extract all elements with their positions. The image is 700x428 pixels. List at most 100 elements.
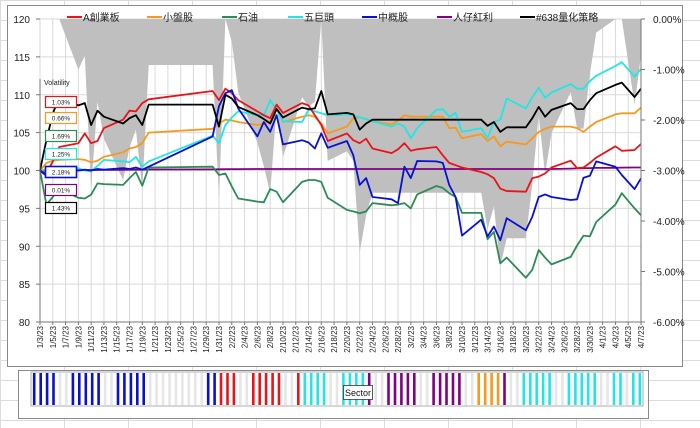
sector-bar-empty: [329, 373, 332, 405]
volatility-value-1: 0.66%: [52, 116, 71, 123]
sector-bar: [567, 373, 571, 405]
x-axis-tick-label: 4/1/23: [599, 325, 608, 348]
right-axis-tick-label: -5.00%: [653, 268, 685, 279]
sector-bar: [483, 373, 487, 405]
x-axis-tick-label: 2/20/23: [343, 325, 352, 352]
sector-label-box: [343, 385, 373, 400]
sector-bar: [322, 373, 326, 405]
volatility-value-0: 1.03%: [52, 100, 71, 107]
axes: 80 85 90 95 100 105 110 115 120 0.00% -1.00% -2.00%…: [13, 15, 684, 353]
sector-bar: [52, 373, 55, 405]
volatility-value-6: 1.43%: [52, 206, 71, 213]
sector-bar: [258, 373, 261, 405]
sector-strip[interactable]: Sector: [18, 370, 649, 419]
legend-label-1: 小盤股: [163, 11, 193, 24]
sector-bar-empty: [464, 373, 468, 405]
volatility-box-4: [44, 165, 78, 179]
x-axis-tick-label: 3/8/23: [445, 325, 454, 348]
sector-bar: [432, 373, 435, 405]
sector-bar-empty: [148, 373, 152, 405]
x-axis-tick-label: 1/23/23: [164, 325, 173, 352]
series-line-3: [39, 61, 642, 173]
x-axis-tick-label: 3/4/23: [420, 325, 429, 348]
sector-bar-empty: [187, 373, 191, 405]
sector-bar: [226, 373, 229, 405]
sector-bar: [574, 373, 577, 405]
x-axis-tick-label: 2/12/23: [292, 325, 301, 352]
sector-bar: [593, 373, 596, 405]
x-axis-tick-label: 4/7/23: [637, 325, 646, 348]
left-axis-tick-label: 85: [19, 280, 31, 291]
x-axis-tick-label: 2/18/23: [330, 325, 339, 352]
sector-bar-empty: [103, 373, 107, 405]
x-axis-tick-label: 1/3/23: [36, 325, 45, 348]
sector-bar: [477, 373, 480, 405]
x-axis-tick-label: 1/5/23: [49, 325, 58, 348]
sector-bar-empty: [380, 373, 384, 405]
sector-bar: [400, 373, 403, 405]
sector-bar: [438, 373, 442, 405]
x-axis-tick-label: 2/14/23: [305, 325, 314, 352]
volatility-value-3: 1.25%: [52, 152, 71, 159]
sector-bar: [45, 373, 49, 405]
sector-bar: [84, 373, 88, 405]
x-axis-tick-label: 3/20/23: [522, 325, 531, 352]
sector-bar: [580, 373, 584, 405]
x-axis-tick-label: 2/22/23: [356, 325, 365, 352]
sector-bar-empty: [65, 373, 68, 405]
series-line-2: [39, 165, 642, 279]
right-axis-tick-label: -3.00%: [653, 167, 685, 178]
right-axis-tick-label: -6.00%: [653, 318, 685, 329]
sector-bar: [612, 373, 616, 405]
sector-bar: [219, 373, 223, 405]
x-axis-tick-label: 1/27/23: [189, 325, 198, 352]
sector-bar: [413, 373, 416, 405]
left-axis-tick-label: 115: [14, 53, 30, 64]
x-axis-tick-label: 3/6/23: [432, 325, 441, 348]
sector-bar-empty: [161, 373, 165, 405]
sector-bar: [213, 373, 216, 405]
volatility-box-1: [44, 111, 78, 125]
sector-bar: [619, 373, 622, 405]
sector-bar-empty: [284, 373, 287, 405]
x-axis-tick-label: 4/5/23: [624, 325, 633, 348]
left-axis-tick-label: 90: [19, 242, 31, 253]
sector-bar: [71, 373, 75, 405]
sector-bar: [529, 373, 532, 405]
x-axis-tick-label: 1/21/23: [151, 325, 160, 352]
x-axis-tick-label: 1/9/23: [74, 325, 83, 348]
left-axis-tick-label: 105: [13, 129, 30, 140]
x-axis-tick-label: 2/16/23: [317, 325, 326, 352]
x-axis-tick-label: 3/30/23: [586, 325, 595, 352]
sector-bar-empty: [110, 373, 113, 405]
x-axis-tick-label: 2/6/23: [253, 325, 262, 348]
x-axis-tick-label: 2/10/23: [279, 325, 288, 352]
sector-bar: [271, 373, 274, 405]
sector-bar: [393, 373, 397, 405]
volatility-labels: Volatility 1.03% 0.66% 1.69% 1.25% 2.18% 0.01%…: [44, 80, 78, 215]
x-axis-tick-label: 1/17/23: [126, 325, 135, 352]
sector-bar: [316, 373, 319, 405]
x-axis-tick-label: 1/15/23: [113, 325, 122, 352]
volatility-box-5: [44, 183, 78, 197]
right-axis-tick-label: -4.00%: [653, 217, 685, 228]
left-axis-tick-label: 100: [13, 167, 30, 178]
legend-label-0: A創業板: [83, 11, 120, 24]
sector-bar: [97, 373, 100, 405]
right-axis-tick-label: -2.00%: [653, 116, 685, 127]
sector-bar: [638, 373, 642, 405]
volatility-box-3: [44, 147, 78, 161]
x-axis-tick-label: 1/25/23: [177, 325, 186, 352]
volatility-title: Volatility: [44, 80, 70, 87]
sector-bar: [297, 373, 300, 405]
sector-bar: [232, 373, 236, 405]
volatility-value-5: 0.01%: [52, 188, 71, 195]
sector-bar: [406, 373, 410, 405]
legend-label-5: 人仔紅利: [453, 12, 493, 24]
sector-bar-empty: [419, 373, 422, 405]
legend-label-4: 中概股: [378, 11, 408, 24]
sector-bar-empty: [200, 373, 203, 405]
x-axis-tick-label: 1/11/23: [87, 325, 96, 352]
right-axis-tick-label: -1.00%: [653, 66, 685, 77]
